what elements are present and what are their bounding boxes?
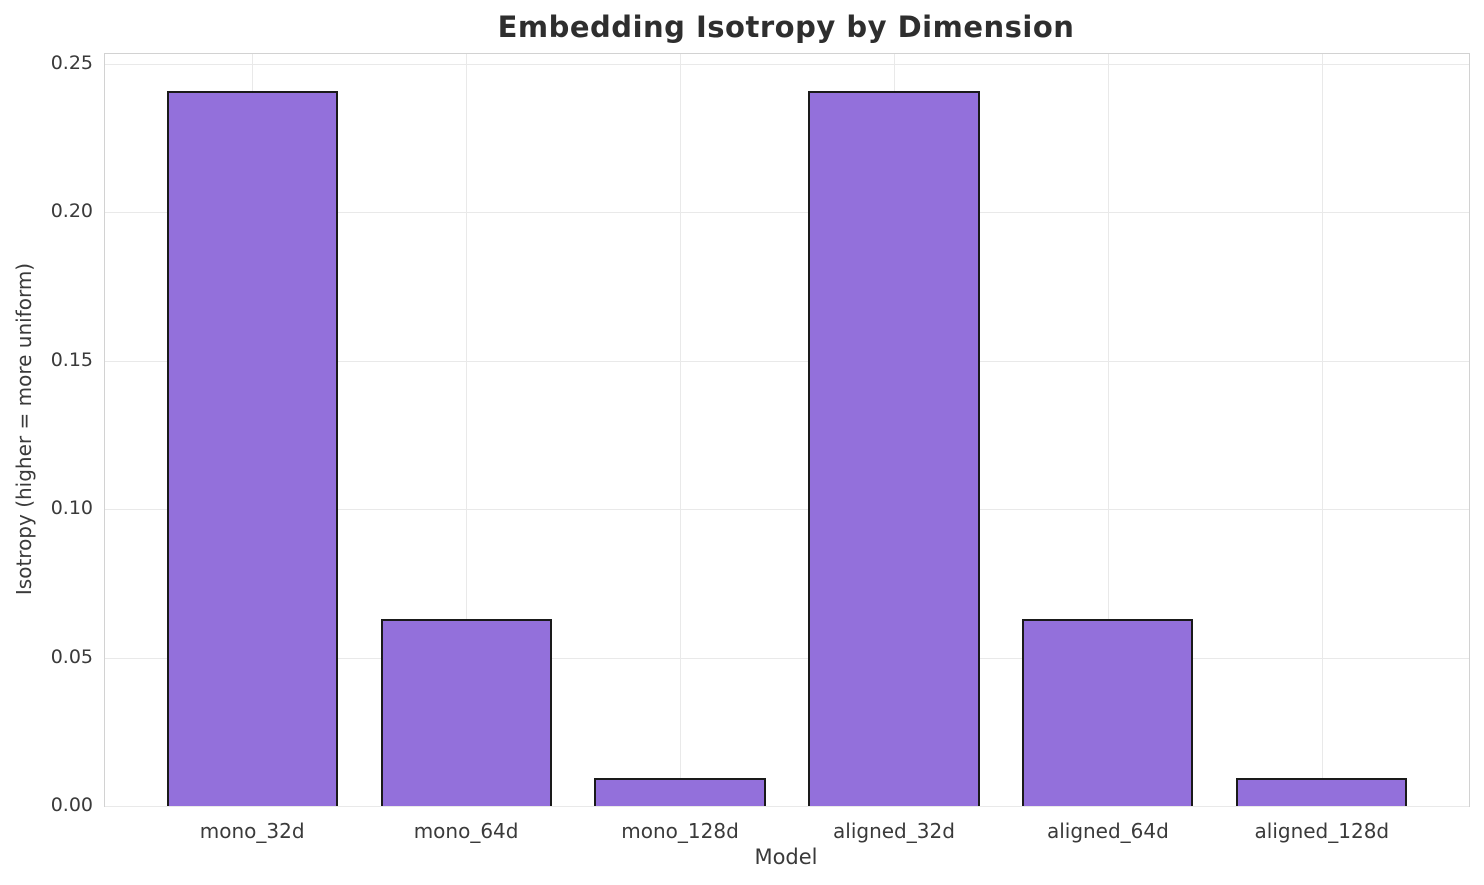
y-axis-label: Isotropy (higher = more uniform) — [12, 262, 36, 596]
y-tick-label: 0.25 — [50, 51, 93, 74]
bar-aligned_64d — [1022, 618, 1194, 806]
bar-aligned_32d — [808, 90, 980, 806]
bar-mono_32d — [166, 90, 338, 806]
x-tick-label: aligned_64d — [1046, 819, 1169, 843]
y-tick-label: 0.00 — [50, 794, 93, 816]
x-tick-label: aligned_32d — [833, 819, 955, 843]
y-tick-label: 0.05 — [50, 645, 93, 668]
x-tick-label: mono_128d — [621, 819, 739, 843]
y-tick-label: 0.10 — [50, 497, 93, 520]
horizontal-gridline — [105, 509, 1469, 511]
x-tick-label: mono_32d — [199, 819, 305, 843]
bar-mono_128d — [594, 777, 766, 806]
y-tick-label: 0.20 — [50, 200, 93, 223]
vertical-gridline — [1107, 54, 1109, 806]
bar-aligned_128d — [1236, 777, 1408, 806]
bar-mono_64d — [380, 618, 552, 806]
vertical-gridline — [680, 54, 682, 806]
x-tick-label: aligned_128d — [1254, 819, 1390, 843]
vertical-gridline — [1321, 54, 1323, 806]
horizontal-gridline — [105, 657, 1469, 659]
horizontal-gridline — [105, 63, 1469, 65]
chart-title: Embedding Isotropy by Dimension — [497, 10, 1075, 44]
vertical-gridline — [466, 54, 468, 806]
x-tick-label: mono_64d — [413, 819, 519, 843]
y-tick-label: 0.15 — [50, 348, 93, 371]
plot-area: 0.00 0.05 0.10 0.15 0.20 0.25 mono_32d mono_64d… — [51, 52, 1470, 843]
horizontal-gridline — [105, 806, 1469, 807]
horizontal-gridline — [105, 212, 1469, 214]
x-axis-label: Model — [754, 845, 818, 869]
horizontal-gridline — [105, 360, 1469, 362]
